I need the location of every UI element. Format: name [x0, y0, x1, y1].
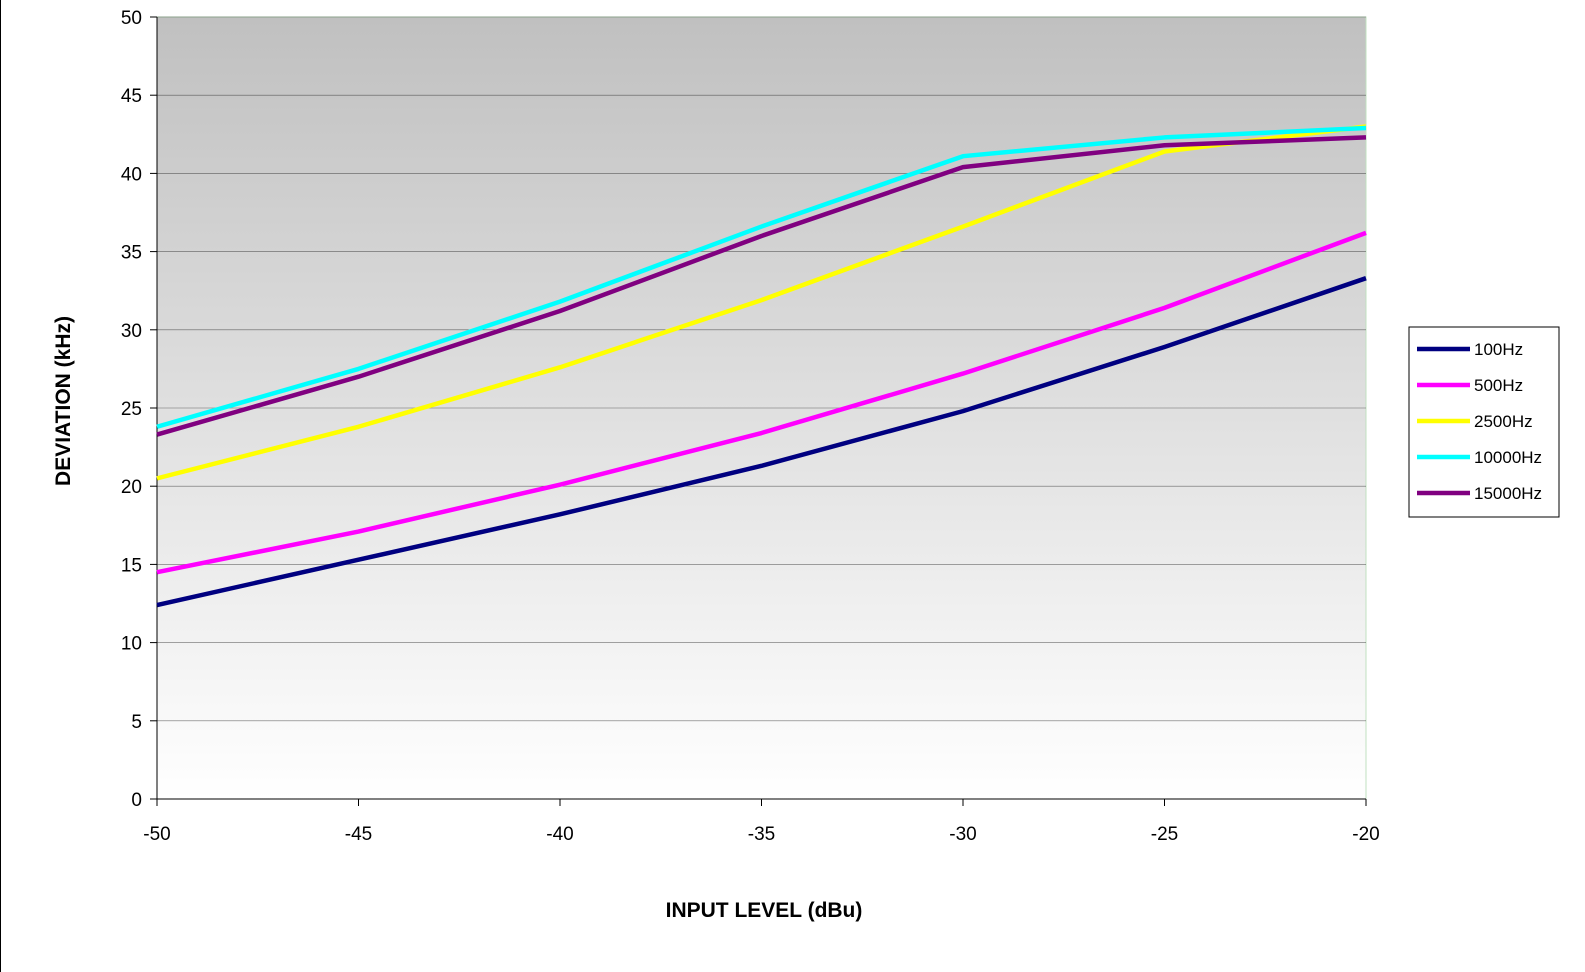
- y-tick-label: 15: [121, 555, 142, 576]
- series-line-15000hz: [156, 135, 1367, 437]
- legend-label-15000hz: 15000Hz: [1474, 484, 1542, 503]
- series-line-100hz: [156, 276, 1367, 608]
- x-tick-label: -30: [949, 824, 976, 845]
- x-tick-label: -35: [748, 824, 775, 845]
- y-tick-label: 45: [121, 86, 142, 107]
- legend-label-100hz: 100Hz: [1474, 340, 1523, 359]
- gridlines: [157, 16, 1366, 722]
- y-tick-label: 10: [121, 634, 142, 655]
- y-tick-label: 50: [121, 8, 142, 29]
- y-tick-label: 25: [121, 399, 142, 420]
- y-tick-label: 0: [131, 790, 142, 811]
- y-tick-label: 5: [131, 712, 142, 733]
- y-tick-label: 35: [121, 243, 142, 264]
- y-axis-title: DEVIATION (kHz): [52, 316, 75, 486]
- legend-label-500hz: 500Hz: [1474, 376, 1523, 395]
- y-tick-label: 30: [121, 321, 142, 342]
- legend-label-10000hz: 10000Hz: [1474, 448, 1542, 467]
- series-lines: [156, 124, 1367, 608]
- tick-labels: 0 5 10 15 20 25 30 35 40 45 50 -50 -45 -40 -35 -30 -25 -2…: [121, 8, 1380, 845]
- axes: [150, 16, 1367, 806]
- series-line-2500hz: [156, 124, 1367, 481]
- x-tick-label: -45: [345, 824, 372, 845]
- x-tick-label: -40: [546, 824, 573, 845]
- x-tick-label: -25: [1151, 824, 1178, 845]
- series-line-500hz: [156, 230, 1367, 575]
- x-axis-title: INPUT LEVEL (dBu): [666, 899, 863, 922]
- x-tick-label: -50: [143, 824, 170, 845]
- x-tick-label: -20: [1352, 824, 1379, 845]
- legend: 100Hz 500Hz 2500Hz 10000Hz 15000Hz: [1408, 326, 1560, 518]
- legend-label-2500hz: 2500Hz: [1474, 412, 1533, 431]
- series-line-10000hz: [156, 125, 1367, 429]
- legend-box: [1408, 326, 1560, 518]
- y-tick-label: 40: [121, 164, 142, 185]
- y-tick-label: 20: [121, 477, 142, 498]
